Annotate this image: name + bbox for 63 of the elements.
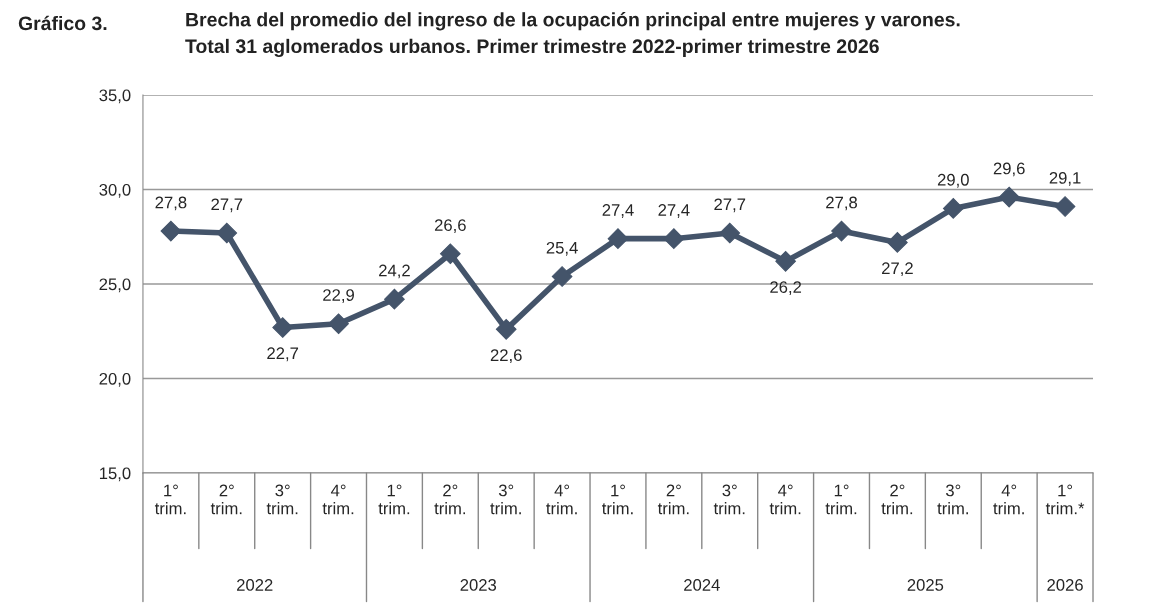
- text: 26,2: [770, 281, 802, 295]
- x-tick-label: 3° trim.: [490, 484, 521, 515]
- x-tick-label: 2° trim.: [210, 484, 242, 515]
- point: [998, 186, 1020, 208]
- text: 29,1: [1049, 171, 1081, 186]
- x-tick-label: 1° trim.: [602, 484, 633, 515]
- point: [775, 250, 796, 272]
- x-tick-label: 2° trim.: [434, 484, 465, 515]
- text: Gráfico 3.: [18, 15, 107, 31]
- x-tick-label: 2° trim.: [881, 484, 913, 515]
- y-tick-label: 20,0: [99, 372, 131, 387]
- point: [384, 288, 405, 310]
- x-tick-label: 1° trim.*: [1045, 484, 1085, 515]
- text: 25,4: [546, 241, 578, 256]
- text: 22,9: [323, 289, 354, 303]
- point: [551, 266, 573, 287]
- point: [607, 228, 629, 249]
- point: [719, 222, 741, 244]
- x-tick-label: 4° trim.: [769, 484, 801, 515]
- x-tick-label: 1° trim.: [825, 484, 857, 515]
- text: 27,8: [826, 196, 858, 211]
- point: [663, 228, 685, 249]
- chart-title: Brecha del promedio del ingreso de la ocupación principal entre mujeres y varones. Total 31 aglomerados urbanos. Primer trimestre 2022-primer trimestre 2026: [185, 12, 960, 58]
- x-tick-label: 3° trim.: [713, 484, 745, 515]
- x-tick-label: 3° trim.: [937, 484, 968, 515]
- text: 26,6: [434, 219, 466, 233]
- point: [942, 198, 964, 219]
- x-tick-label: 4° trim.: [546, 484, 577, 515]
- point: [495, 319, 517, 340]
- point: [160, 220, 182, 242]
- text: 2026: [1047, 579, 1083, 591]
- x-tick-label: 2° trim.: [657, 484, 689, 515]
- point: [1054, 196, 1076, 217]
- text: 2024: [684, 579, 720, 591]
- point: [216, 222, 238, 244]
- y-tick-label: 15,0: [99, 467, 131, 482]
- text: 22,6: [490, 349, 522, 364]
- y-tick-label: 30,0: [99, 183, 131, 198]
- text: 2025: [907, 579, 944, 591]
- text: 2023: [460, 579, 497, 591]
- x-tick-label: 1° trim.: [154, 484, 186, 515]
- point: [831, 220, 852, 242]
- x-tick-label: 1° trim.: [378, 484, 410, 515]
- point: [328, 313, 349, 335]
- x-tick-label: 3° trim.: [266, 484, 298, 515]
- text: 27,4: [658, 204, 690, 218]
- text: 22,7: [267, 347, 299, 362]
- point: [439, 243, 461, 265]
- x-tick-label: 4° trim.: [993, 484, 1024, 515]
- point: [272, 317, 294, 338]
- text: 27,8: [155, 196, 187, 211]
- text: 27,2: [882, 262, 913, 277]
- y-tick-label: 35,0: [99, 89, 131, 104]
- text: 27,7: [211, 198, 243, 213]
- text: 27,7: [714, 198, 746, 213]
- text: 29,6: [993, 162, 1025, 177]
- text: 27,4: [602, 204, 634, 218]
- text: 24,2: [379, 264, 410, 279]
- text: 2022: [237, 579, 273, 591]
- x-tick-label: 4° trim.: [322, 484, 354, 515]
- point: [887, 232, 908, 253]
- y-tick-label: 25,0: [99, 278, 131, 293]
- text: 29,0: [937, 173, 969, 188]
